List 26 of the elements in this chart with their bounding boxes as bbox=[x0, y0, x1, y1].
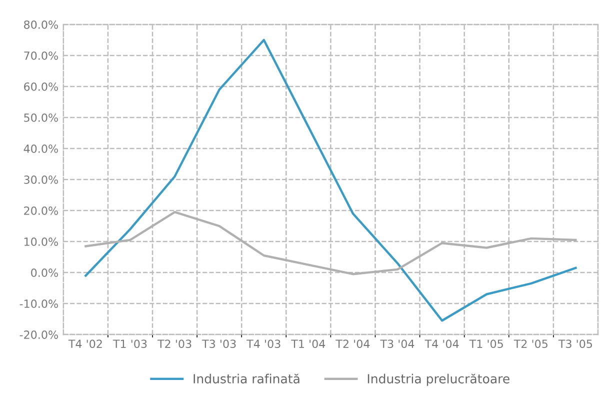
legend-label: Industria prelucrătoare bbox=[368, 374, 510, 386]
x-tick-label: T2 '04 bbox=[336, 340, 370, 348]
x-tick-label: T1 '05 bbox=[469, 340, 503, 348]
y-tick-label: 30.0% bbox=[24, 175, 58, 184]
y-tick-label: 40.0% bbox=[24, 144, 58, 153]
y-tick-label: 70.0% bbox=[24, 51, 58, 60]
y-tick-label: -10.0% bbox=[20, 300, 58, 308]
y-tick-label: 0.0% bbox=[31, 268, 58, 277]
line-series bbox=[84, 38, 577, 322]
y-tick-label: 20.0% bbox=[24, 206, 58, 215]
x-tick-label: T2 '05 bbox=[514, 340, 548, 348]
y-tick-label: -20.0% bbox=[20, 330, 58, 339]
x-tick-label: T1 '03 bbox=[112, 340, 147, 348]
y-tick-label: 50.0% bbox=[24, 113, 58, 122]
x-tick-label: T3 '05 bbox=[558, 340, 592, 348]
x-tick-label: T1 '04 bbox=[291, 340, 326, 348]
x-tick-label: T4 '02 bbox=[68, 340, 102, 348]
y-tick-label: 80.0% bbox=[24, 20, 58, 29]
x-tick-label: T2 '03 bbox=[157, 340, 192, 348]
legend-label: Industria rafinată bbox=[194, 374, 300, 384]
x-tick-label: T4 '03 bbox=[246, 340, 280, 348]
x-tick-label: T3 '03 bbox=[202, 340, 236, 348]
y-tick-label: 60.0% bbox=[24, 82, 58, 91]
x-tick-label: T4 '04 bbox=[424, 340, 459, 348]
x-tick-label: T3 '04 bbox=[380, 340, 414, 348]
y-tick-label: 10.0% bbox=[24, 238, 58, 246]
